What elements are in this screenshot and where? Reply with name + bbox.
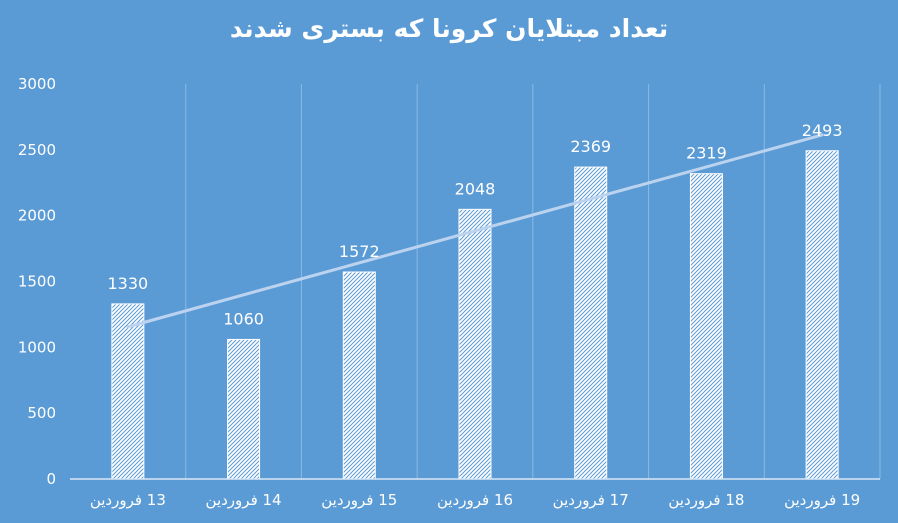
y-tick-label: 1500	[18, 273, 56, 291]
data-label: 2319	[686, 144, 727, 163]
axis-layer: 0 500 1000 1500 2000 2500 3000 13 فروردین 14 فرو…	[18, 75, 880, 509]
y-tick-label: 1000	[18, 338, 56, 356]
data-label: 1060	[223, 309, 264, 328]
y-tick-label: 2500	[18, 141, 56, 159]
bar	[342, 271, 376, 480]
y-tick-label: 2000	[18, 207, 56, 225]
bar-layer	[111, 150, 839, 480]
data-label: 2369	[570, 137, 611, 156]
bar	[227, 338, 261, 480]
data-label: 2048	[455, 179, 496, 198]
trend-layer	[126, 133, 824, 329]
chart-title: تعداد مبتلایان کرونا که بستری شدند	[229, 14, 669, 43]
data-label: 2493	[802, 121, 843, 140]
x-tick-label: 17 فروردین	[553, 491, 629, 509]
label-layer: 1330 1060 1572 2048 2369 2319 2493	[107, 121, 842, 329]
bar	[805, 150, 839, 480]
y-tick-label: 0	[46, 470, 56, 488]
trendline	[126, 133, 824, 329]
bar	[689, 173, 723, 480]
bar	[458, 208, 492, 480]
bar	[574, 166, 608, 480]
x-tick-label: 16 فروردین	[437, 491, 513, 509]
x-tick-label: 14 فروردین	[206, 491, 282, 509]
data-label: 1572	[339, 242, 380, 261]
bar	[111, 303, 145, 480]
grid-layer	[185, 84, 881, 479]
y-tick-label: 500	[27, 404, 56, 422]
x-tick-label: 18 فروردین	[668, 491, 744, 509]
y-tick-label: 3000	[18, 75, 56, 93]
data-label: 1330	[107, 274, 148, 293]
x-tick-label: 19 فروردین	[784, 491, 860, 509]
x-tick-label: 13 فروردین	[90, 491, 166, 509]
x-tick-label: 15 فروردین	[321, 491, 397, 509]
